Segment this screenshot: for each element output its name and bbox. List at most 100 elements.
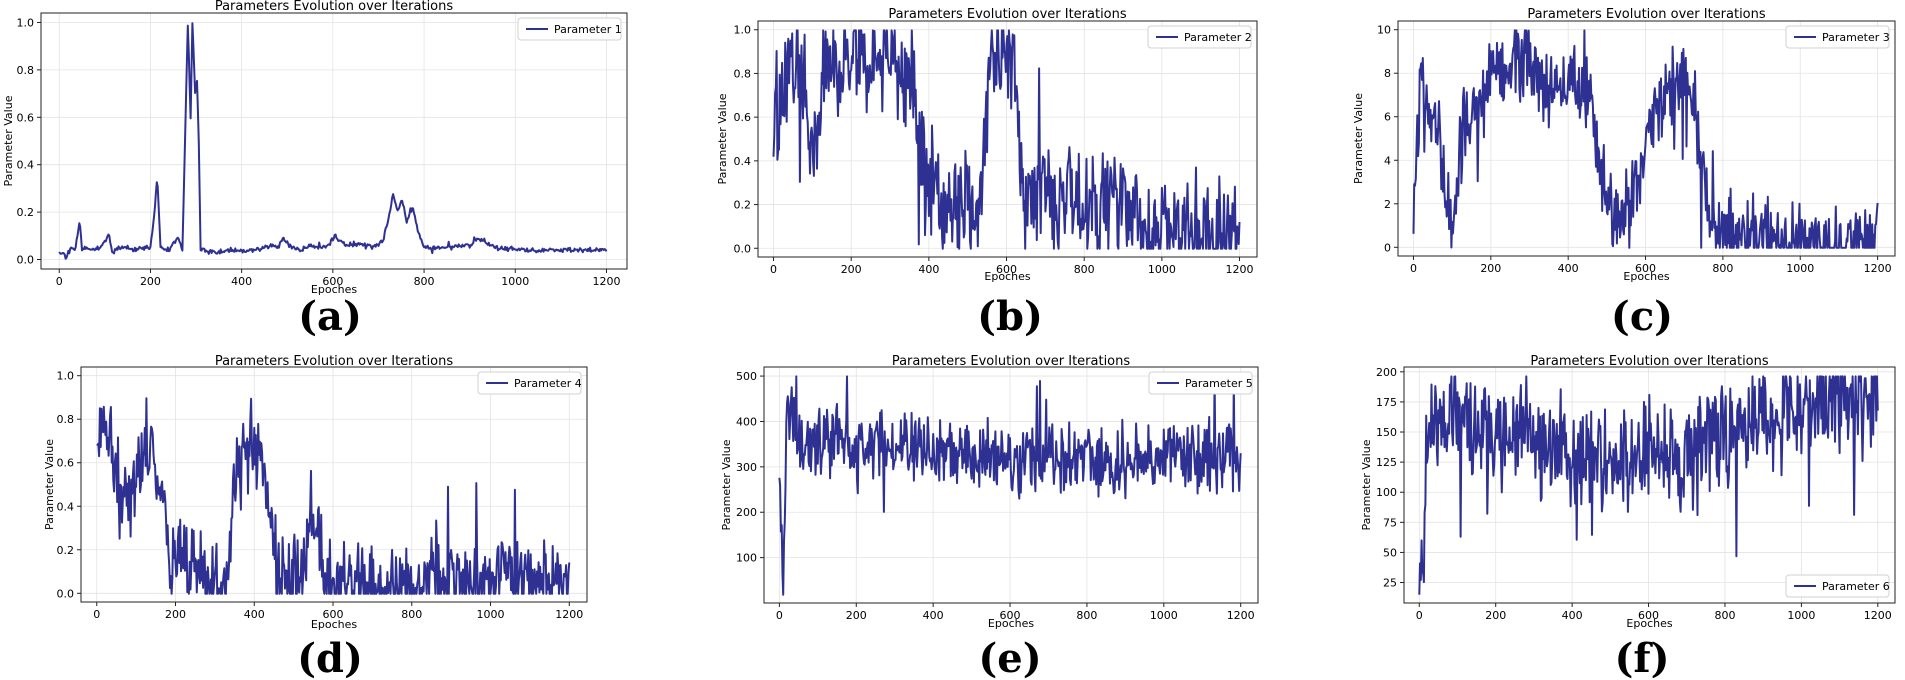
y-tick-label: 0.0 (734, 242, 752, 255)
x-tick-label: 1200 (1864, 262, 1892, 275)
chart-title: Parameters Evolution over Iterations (215, 354, 454, 369)
x-tick-label: 0 (1410, 262, 1417, 275)
x-tick-label: 800 (1714, 609, 1735, 622)
x-tick-label: 800 (414, 275, 435, 288)
plot-frame (763, 366, 1259, 604)
x-tick-label: 1000 (1150, 609, 1178, 622)
legend: Parameter 1 (517, 17, 622, 41)
y-tick-label: 0.4 (57, 500, 75, 513)
y-tick-label: 175 (1376, 396, 1397, 409)
y-tick-label: 0.0 (17, 254, 35, 267)
x-axis-label: Epoches (311, 283, 357, 296)
chart-title: Parameters Evolution over Iterations (892, 354, 1131, 369)
plot-frame (1397, 20, 1896, 257)
x-tick-label: 1000 (1786, 262, 1814, 275)
x-tick-label: 400 (244, 608, 265, 621)
x-tick-label: 400 (231, 275, 252, 288)
y-tick-label: 8 (1384, 67, 1391, 80)
plot-frame (1403, 366, 1896, 604)
chart-panel-e: 0 200 400 600 800 1000 1200 100 200 300 400 500 Para… (720, 354, 1259, 680)
chart-title: Parameters Evolution over Iterations (1530, 354, 1769, 369)
x-tick-label: 600 (1635, 262, 1656, 275)
x-tick-label: 200 (1485, 609, 1506, 622)
y-tick-label: 200 (1376, 366, 1397, 379)
chart-panel-b: 0 200 400 600 800 1000 1200 0.0 0.2 0.4 0.6 0.8 1.0 P… (716, 7, 1258, 340)
y-tick-label: 0.2 (17, 206, 35, 219)
panel-label: (b) (977, 293, 1043, 340)
series-line-parameter-4 (96, 397, 571, 595)
y-tick-label: 6 (1384, 111, 1391, 124)
x-tick-label: 1200 (555, 608, 583, 621)
series-line-parameter-6 (1418, 375, 1879, 595)
y-tick-label: 1.0 (17, 16, 35, 29)
x-tick-label: 0 (56, 275, 63, 288)
legend: Parameter 6 (1785, 574, 1890, 598)
x-tick-label: 600 (1638, 609, 1659, 622)
legend-label: Parameter 2 (1184, 31, 1252, 44)
x-tick-label: 0 (1416, 609, 1423, 622)
panel-label: (d) (297, 635, 363, 680)
x-axis-label: Epoches (984, 270, 1030, 283)
panel-label: (c) (1611, 293, 1673, 340)
y-tick-label: 10 (1377, 24, 1391, 37)
x-tick-label: 0 (93, 608, 100, 621)
plot-frame (757, 20, 1258, 258)
y-tick-label: 2 (1384, 198, 1391, 211)
x-tick-label: 600 (996, 263, 1017, 276)
x-tick-label: 600 (323, 608, 344, 621)
legend-label: Parameter 6 (1822, 580, 1890, 593)
y-axis-label: Parameter Value (1352, 93, 1365, 184)
y-tick-label: 0 (1384, 241, 1391, 254)
y-tick-label: 500 (736, 370, 757, 383)
legend-label: Parameter 4 (514, 377, 582, 390)
y-axis-label: Parameter Value (716, 93, 729, 184)
y-axis-label: Parameter Value (720, 439, 733, 530)
y-tick-label: 200 (736, 506, 757, 519)
plot-frame (40, 12, 628, 270)
legend: Parameter 5 (1148, 371, 1253, 395)
panel-label: (f) (1614, 635, 1669, 680)
y-tick-label: 1.0 (57, 370, 75, 383)
x-tick-label: 600 (1000, 609, 1021, 622)
series-line-parameter-1 (58, 22, 608, 260)
series-line-parameter-2 (772, 29, 1241, 250)
y-tick-label: 50 (1383, 546, 1397, 559)
plot-frame (80, 366, 588, 603)
series-line-parameter-3 (1412, 29, 1879, 249)
y-tick-label: 0.8 (734, 67, 752, 80)
y-tick-label: 0.4 (17, 159, 35, 172)
chart-panel-c: 0 200 400 600 800 1000 1200 0 2 4 6 8 10 Parameters E… (1352, 7, 1896, 340)
chart-panel-d: 0 200 400 600 800 1000 1200 0.0 0.2 0.4 0.6 0.8 1.0 P… (43, 354, 588, 680)
chart-panel-a: 0 200 400 600 800 1000 1200 0.0 0.2 0.4 0.6 0.8 1.0 P… (2, 0, 628, 340)
legend-box (1148, 371, 1253, 395)
y-tick-label: 150 (1376, 426, 1397, 439)
legend-box (477, 371, 582, 395)
chart-title: Parameters Evolution over Iterations (888, 7, 1127, 22)
y-axis-label: Parameter Value (43, 439, 56, 530)
x-tick-label: 1200 (592, 275, 620, 288)
x-tick-label: 800 (1712, 262, 1733, 275)
x-tick-label: 1000 (501, 275, 529, 288)
x-tick-label: 0 (776, 609, 783, 622)
x-tick-label: 400 (918, 263, 939, 276)
legend-box (1785, 574, 1890, 598)
y-tick-label: 75 (1383, 516, 1397, 529)
x-tick-label: 200 (1480, 262, 1501, 275)
x-tick-label: 200 (846, 609, 867, 622)
y-tick-label: 0.8 (57, 413, 75, 426)
x-tick-label: 400 (923, 609, 944, 622)
x-axis-label: Epoches (311, 618, 357, 631)
x-axis-label: Epoches (1623, 270, 1669, 283)
legend-box (1147, 25, 1252, 49)
chart-panel-f: 0 200 400 600 800 1000 1200 25 50 75 100 125 150 175 2… (1360, 354, 1896, 680)
legend-box (517, 17, 622, 41)
y-tick-label: 0.0 (57, 587, 75, 600)
legend-label: Parameter 1 (554, 23, 622, 36)
panel-label: (a) (298, 293, 362, 340)
y-tick-label: 300 (736, 461, 757, 474)
y-tick-label: 4 (1384, 154, 1391, 167)
y-tick-label: 100 (1376, 486, 1397, 499)
x-axis-label: Epoches (1626, 617, 1672, 630)
y-tick-label: 0.8 (17, 64, 35, 77)
